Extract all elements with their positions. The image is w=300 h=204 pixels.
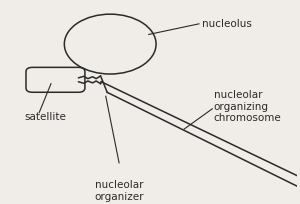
Text: nucleolar
organizer: nucleolar organizer	[94, 179, 144, 201]
Text: nucleolus: nucleolus	[202, 19, 252, 29]
Text: satellite: satellite	[24, 111, 66, 121]
Text: nucleolar
organizing
chromosome: nucleolar organizing chromosome	[214, 90, 281, 123]
